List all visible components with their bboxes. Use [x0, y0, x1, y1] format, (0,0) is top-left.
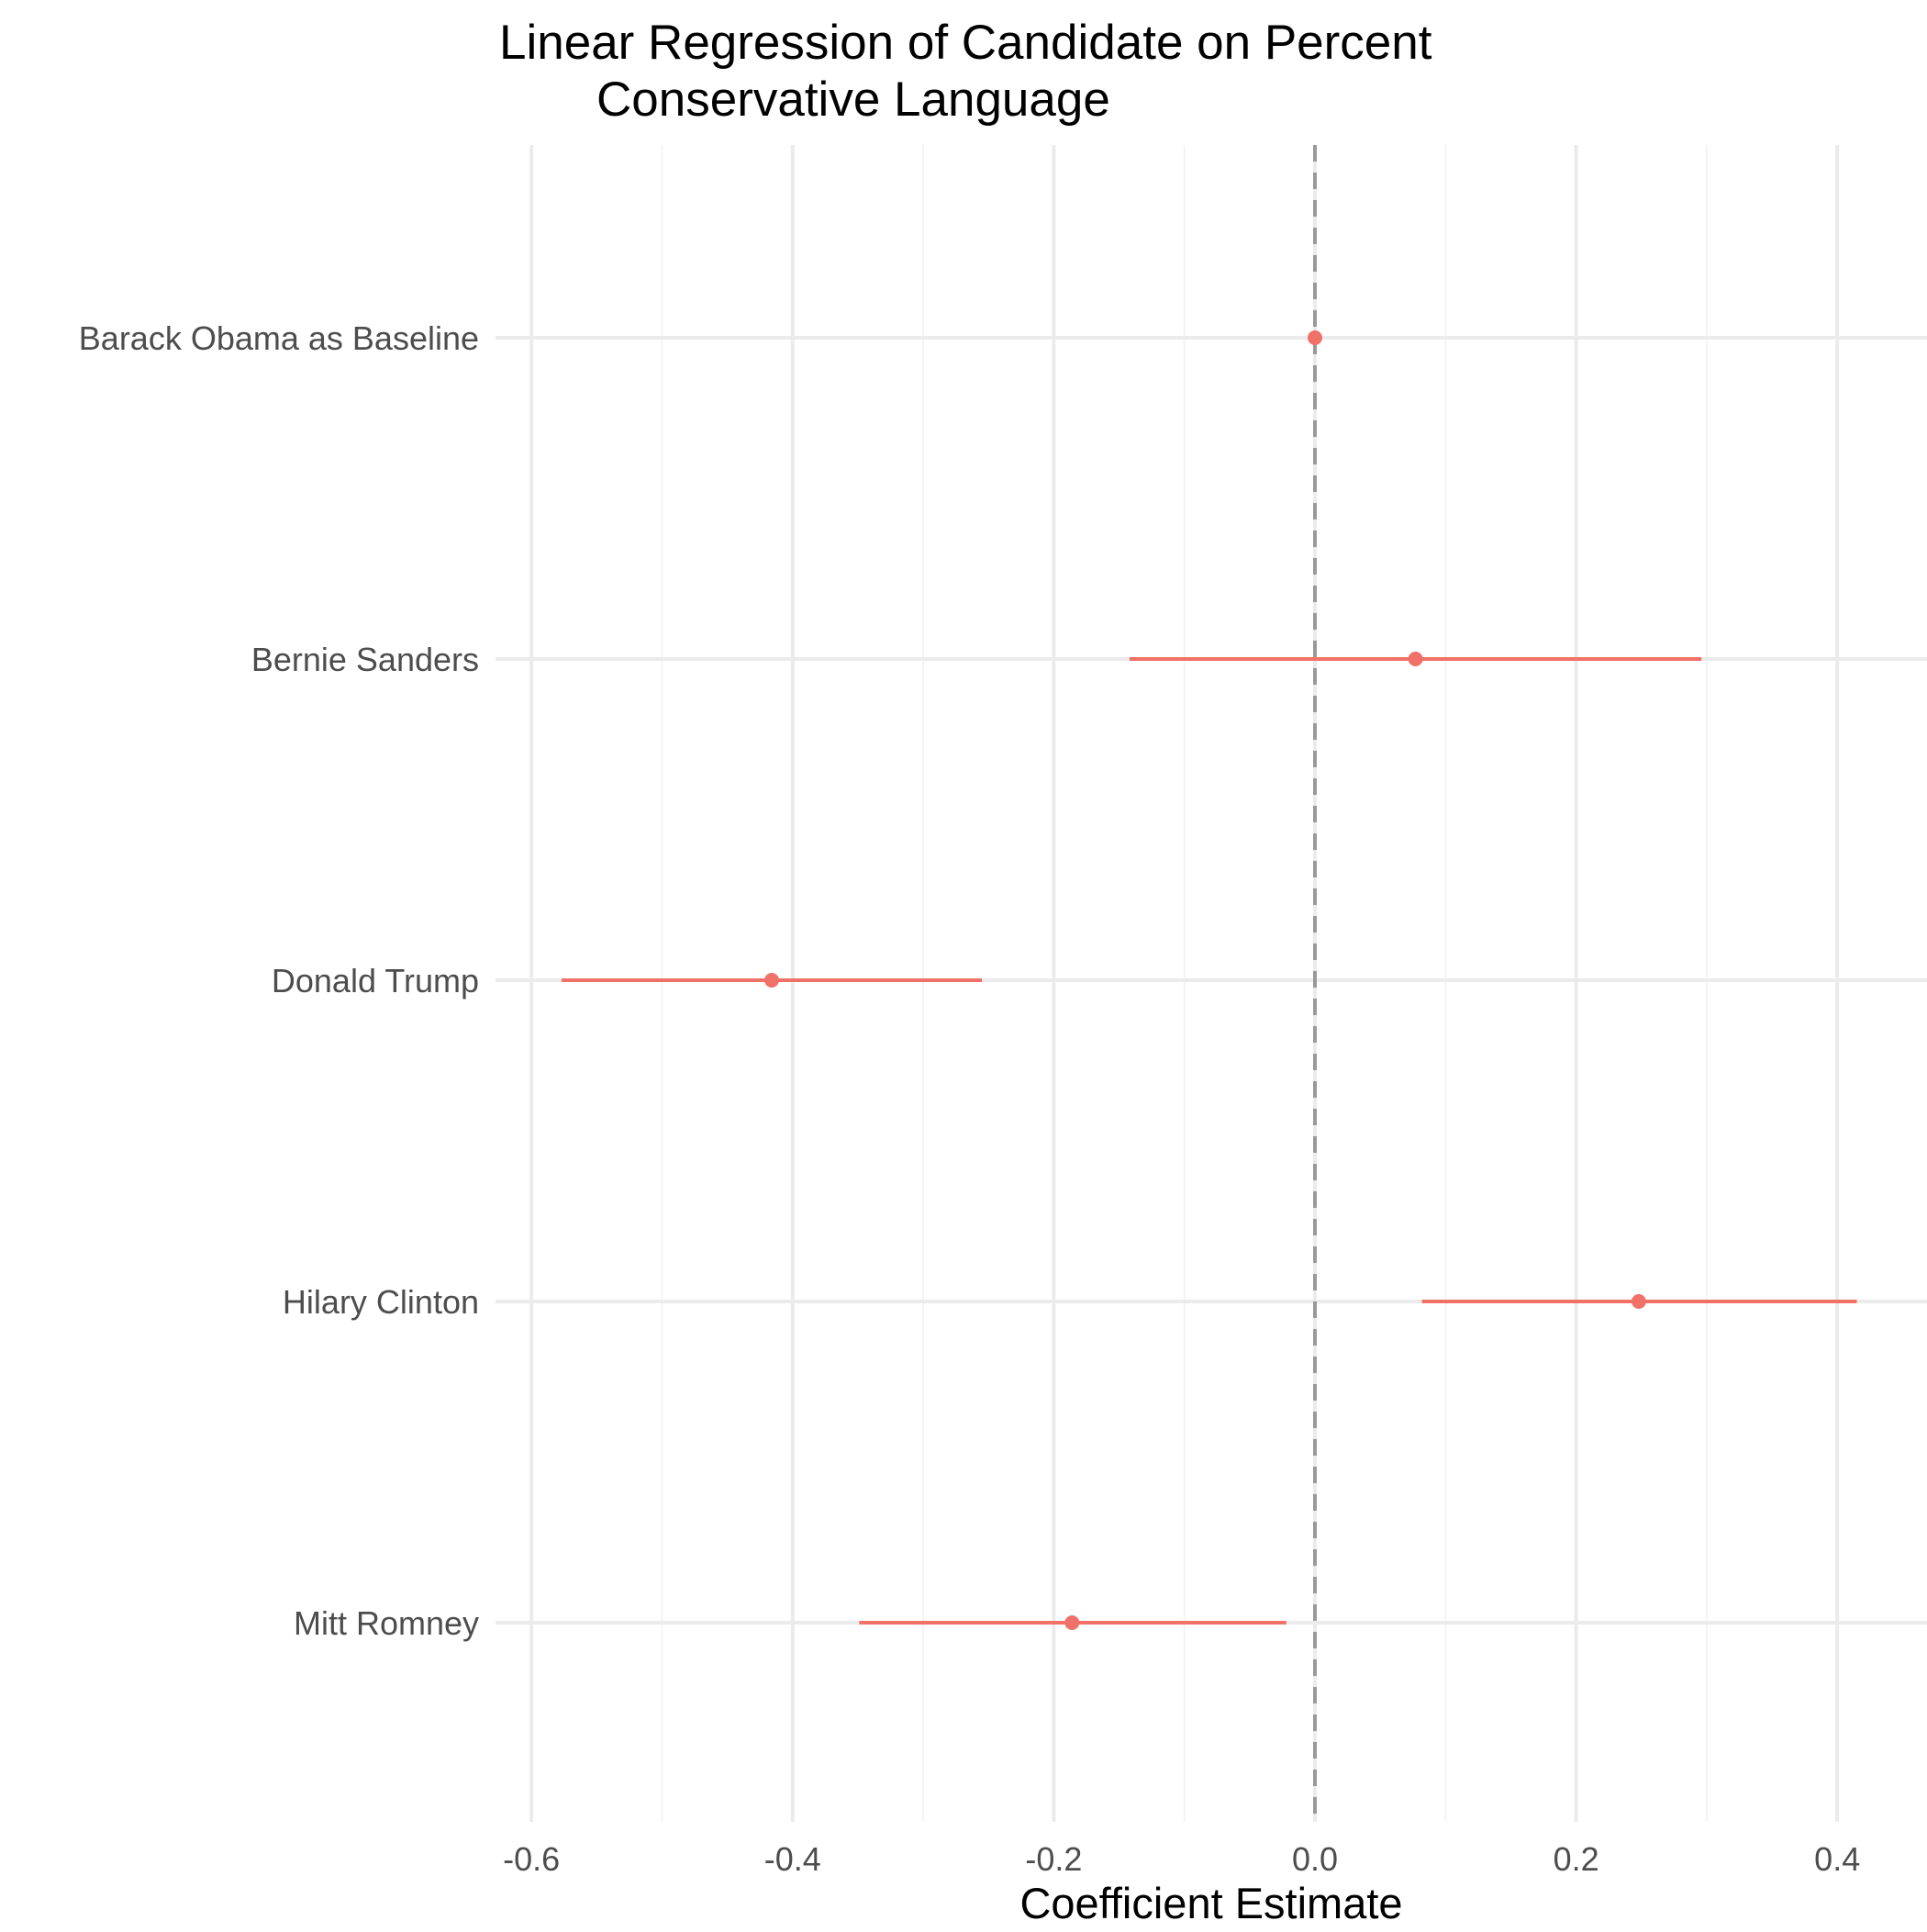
point-estimate: [1064, 1615, 1080, 1630]
x-tick-label: 0.4: [1814, 1840, 1860, 1878]
point-estimate: [764, 973, 780, 988]
y-tick-label: Donald Trump: [272, 962, 479, 1000]
x-tick-label: -0.6: [503, 1840, 560, 1878]
y-tick-label: Bernie Sanders: [251, 641, 479, 678]
x-tick-label: 0.0: [1292, 1840, 1338, 1878]
minor-gridlines: [661, 145, 1708, 1822]
error-bars: [561, 657, 1857, 1625]
chart-title-line-1: Linear Regression of Candidate on Percen…: [499, 16, 1432, 70]
chart-title-line-2: Conservative Language: [596, 73, 1110, 127]
major-gridlines: [496, 145, 1927, 1822]
x-axis-title: Coefficient Estimate: [1019, 1879, 1402, 1927]
x-axis-labels: -0.6 -0.4 -0.2 0.0 0.2 0.4: [503, 1840, 1860, 1878]
y-tick-label: Barack Obama as Baseline: [79, 319, 479, 357]
point-estimate: [1408, 652, 1423, 666]
x-tick-label: -0.2: [1025, 1840, 1082, 1878]
x-tick-label: 0.2: [1554, 1840, 1599, 1878]
y-axis-labels: Barack Obama as Baseline Bernie Sanders Do…: [79, 319, 479, 1642]
y-tick-label: Hilary Clinton: [283, 1283, 479, 1321]
point-estimates: [764, 330, 1646, 1630]
point-estimate: [1308, 330, 1322, 345]
y-tick-label: Mitt Romney: [294, 1604, 479, 1642]
x-tick-label: -0.4: [764, 1840, 821, 1878]
point-estimate: [1631, 1294, 1646, 1309]
